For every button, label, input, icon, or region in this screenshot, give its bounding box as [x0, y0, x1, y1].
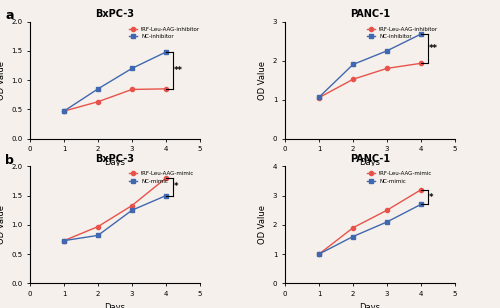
X-axis label: Days: Days [104, 302, 126, 308]
Text: **: ** [429, 44, 438, 53]
Y-axis label: OD Value: OD Value [0, 205, 6, 244]
Legend: tRF-Leu-AAG-inhibitor, NC-inhibitor: tRF-Leu-AAG-inhibitor, NC-inhibitor [364, 24, 440, 42]
Title: BxPC-3: BxPC-3 [96, 9, 134, 19]
Legend: tRF-Leu-AAG-mimic, NC-mimic: tRF-Leu-AAG-mimic, NC-mimic [364, 169, 435, 186]
Y-axis label: OD Value: OD Value [258, 61, 268, 99]
Text: *: * [429, 192, 434, 201]
X-axis label: Days: Days [360, 158, 380, 167]
Title: PANC-1: PANC-1 [350, 154, 390, 164]
Title: BxPC-3: BxPC-3 [96, 154, 134, 164]
Text: *: * [174, 182, 178, 191]
Legend: tRF-Leu-AAG-inhibitor, NC-inhibitor: tRF-Leu-AAG-inhibitor, NC-inhibitor [126, 24, 202, 42]
Y-axis label: OD Value: OD Value [258, 205, 268, 244]
Title: PANC-1: PANC-1 [350, 9, 390, 19]
Y-axis label: OD Value: OD Value [0, 61, 6, 99]
X-axis label: Days: Days [104, 158, 126, 167]
Text: **: ** [174, 66, 183, 75]
X-axis label: Days: Days [360, 302, 380, 308]
Text: a: a [5, 9, 14, 22]
Text: b: b [5, 154, 14, 167]
Legend: tRF-Leu-AAG-mimic, NC-mimic: tRF-Leu-AAG-mimic, NC-mimic [126, 169, 197, 186]
